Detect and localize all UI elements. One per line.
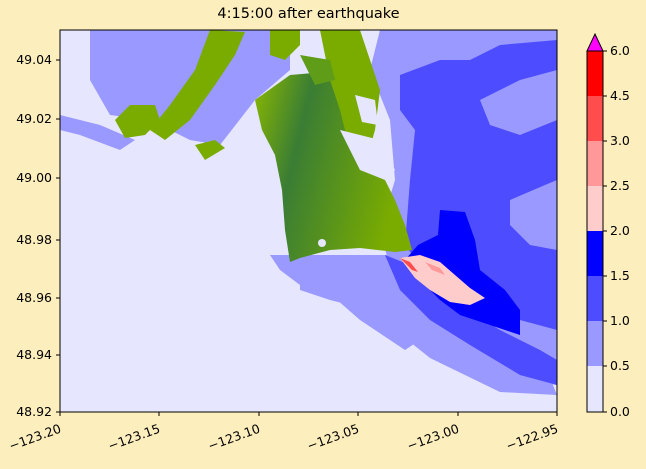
x-tick-label: −123.05 <box>305 421 361 454</box>
high-wave-area <box>400 255 485 305</box>
colorbar-segment <box>587 51 603 96</box>
colorbar-label: 4.5 <box>610 88 630 103</box>
colorbar-label: 6.0 <box>610 43 630 58</box>
x-tick-label: −123.00 <box>405 421 461 454</box>
colorbar-segment <box>587 186 603 231</box>
y-tick-label: 49.04 <box>16 52 52 67</box>
y-tick-label: 49.00 <box>16 170 52 185</box>
colorbar-extend-arrow <box>586 32 604 52</box>
map-axes-frame <box>59 29 558 413</box>
y-axis: 48.92 48.94 48.96 48.98 49.00 49.02 49.0… <box>16 52 60 419</box>
x-tick-label: −122.95 <box>504 421 560 454</box>
colorbar: 0.0 0.5 1.0 1.5 2.0 2.5 3.0 4.5 6.0 <box>586 32 630 419</box>
map-title: 4:15:00 after earthquake <box>217 6 400 22</box>
colorbar-label: 1.0 <box>610 313 630 328</box>
x-tick-label: −123.15 <box>106 421 162 454</box>
land-area <box>115 30 412 262</box>
colorbar-label: 0.5 <box>610 358 630 373</box>
colorbar-label: 2.5 <box>610 178 630 193</box>
x-tick-label: −123.10 <box>206 421 262 454</box>
y-tick-label: 48.92 <box>16 404 52 419</box>
colorbar-label: 3.0 <box>610 133 630 148</box>
colorbar-segment <box>587 231 603 276</box>
colorbar-segment <box>587 96 603 141</box>
colorbar-segment <box>587 141 603 186</box>
y-tick-label: 48.96 <box>16 290 52 305</box>
x-axis: −123.20 −123.15 −123.10 −123.05 −123.00 … <box>7 412 560 453</box>
y-tick-label: 48.94 <box>16 347 52 362</box>
x-tick-label: −123.20 <box>7 421 63 454</box>
y-tick-label: 49.02 <box>16 111 52 126</box>
colorbar-segment <box>587 366 603 412</box>
colorbar-label: 2.0 <box>610 223 630 238</box>
depth-band-strong <box>405 210 520 335</box>
colorbar-label: 0.0 <box>610 404 630 419</box>
map-plot-area <box>60 30 557 412</box>
colorbar-label: 1.5 <box>610 268 630 283</box>
y-tick-label: 48.98 <box>16 232 52 247</box>
colorbar-segment <box>587 276 603 321</box>
shallow-patches <box>480 70 557 250</box>
colorbar-segment <box>587 321 603 366</box>
